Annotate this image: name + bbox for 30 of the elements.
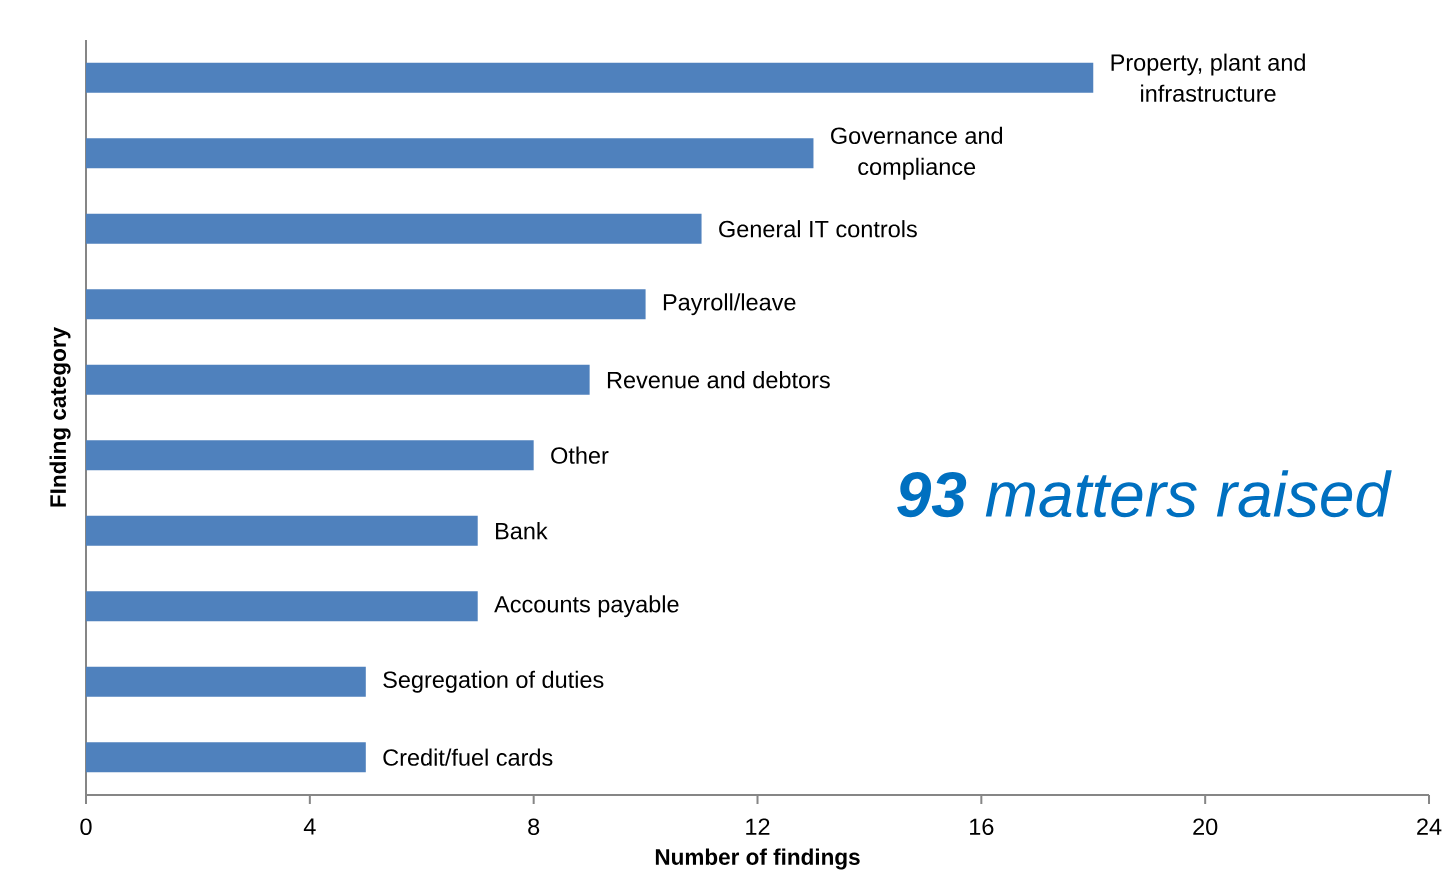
bar [86, 591, 478, 622]
y-tick-label: Revenue and debtors [607, 371, 830, 389]
bar [86, 515, 478, 546]
bar [86, 364, 590, 395]
bar [86, 666, 366, 697]
y-tick-label: Accounts payable [494, 595, 679, 618]
y-tick-label: Governance and compliance [831, 126, 1003, 180]
y-tick-label: Bank [496, 522, 548, 540]
bar [86, 742, 366, 773]
bar [86, 289, 646, 320]
y-tick-label: Segregation of duties [383, 670, 604, 693]
y-tick-label: Property, plant and infrastructure [1111, 53, 1305, 102]
y-tick-label: Payroll/leave [663, 293, 796, 316]
x-tick-label: 4 [303, 818, 316, 835]
bar [86, 138, 814, 169]
x-tick-label: 12 [746, 818, 770, 835]
y-tick-label: Other [551, 446, 609, 464]
x-tick-label: 16 [970, 818, 994, 836]
y-tick-label: General IT controls [719, 220, 917, 238]
x-tick-label: 20 [1193, 818, 1218, 836]
bar [86, 213, 702, 244]
bar [86, 440, 534, 471]
x-tick-label: 8 [528, 818, 540, 836]
y-tick-label: Credit/fuel cards [383, 748, 553, 766]
x-tick-label: 24 [1417, 818, 1442, 835]
x-tick-label: 0 [80, 818, 92, 836]
x-axis-title: Number of findings [655, 848, 860, 870]
bar [86, 62, 1094, 93]
annotation: 93 matters raised [897, 470, 1392, 518]
y-axis-title: FInding category [49, 326, 71, 507]
